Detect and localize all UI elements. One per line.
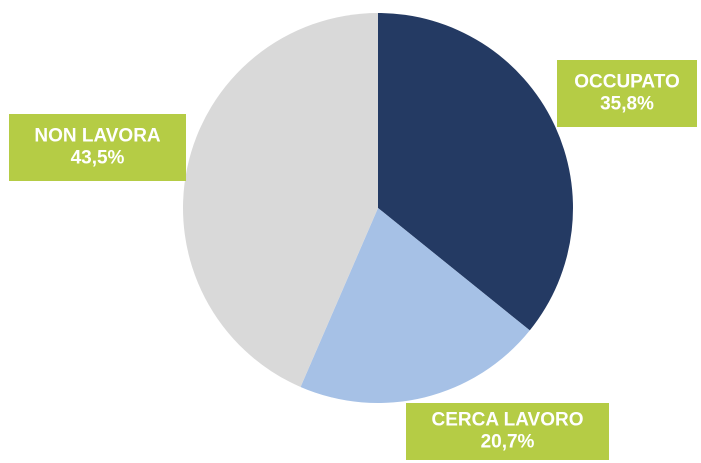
label-box [557, 60, 697, 127]
pie-slice [378, 13, 573, 331]
slice-value-label: 35,8% [600, 94, 654, 115]
label-box [9, 114, 186, 181]
slice-category-label: OCCUPATO [574, 72, 680, 93]
slice-value-label: 43,5% [71, 148, 125, 169]
label-box [406, 403, 609, 460]
pie-slice [183, 13, 378, 387]
pie-slice [300, 208, 530, 404]
slice-value-label: 20,7% [481, 432, 535, 453]
slice-category-label: CERCA LAVORO [432, 410, 584, 431]
slice-category-label: NON LAVORA [34, 126, 161, 147]
